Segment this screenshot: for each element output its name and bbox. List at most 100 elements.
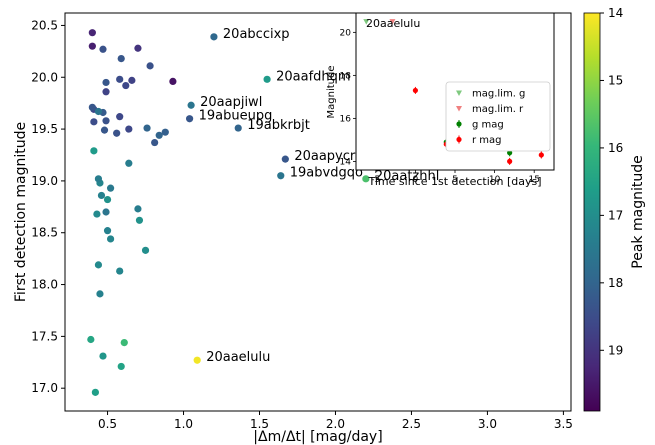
point-annotation: 19abvdgqo	[290, 166, 363, 181]
x-tick-label: 2.5	[402, 417, 421, 431]
scatter-point	[99, 352, 107, 360]
scatter-point	[210, 33, 218, 41]
scatter-point	[102, 78, 110, 87]
colorbar-ticks: 14 15 16 17 18 19	[600, 6, 623, 357]
scatter-point	[151, 138, 159, 147]
scatter-point	[135, 216, 144, 224]
scatter-point	[116, 267, 124, 275]
inset-limit-point	[389, 19, 396, 25]
scatter-point	[120, 338, 128, 347]
main-scatter-points	[87, 29, 552, 396]
inset-x-axis-label: Time since 1st detection [days]	[367, 175, 541, 188]
colorbar-tick-label: 19	[608, 343, 623, 357]
legend-label: r mag	[472, 135, 502, 146]
scatter-point	[102, 208, 110, 216]
x-tick-label: 0.5	[98, 417, 117, 431]
scatter-point	[134, 44, 142, 52]
scatter-point	[102, 88, 110, 96]
inset-x-tick-label: 15	[528, 175, 539, 185]
inset-title: 20aaelulu	[366, 17, 420, 30]
inset-mag-point	[507, 158, 513, 164]
scatter-point	[113, 129, 121, 137]
scatter-point	[117, 55, 125, 63]
scatter-point	[106, 235, 115, 243]
legend-marker	[456, 136, 462, 143]
scatter-point	[141, 246, 150, 254]
main-x-ticks: 0.5 1.0 1.5 2.0 2.5 3.0 3.5	[98, 411, 573, 431]
scatter-point	[146, 62, 154, 70]
scatter-point	[90, 147, 98, 155]
scatter-point	[122, 81, 130, 90]
scatter-point	[234, 124, 242, 132]
scatter-point	[169, 77, 177, 86]
legend-label: g mag	[472, 120, 504, 131]
point-annotation: 19abueupg	[199, 109, 273, 124]
main-y-axis-label: First detection magnitude	[13, 122, 29, 302]
x-tick-label: 1.5	[250, 417, 269, 431]
inset-x-tick-label: -5	[371, 175, 380, 185]
inset-y-axis-label: Magnitude	[326, 66, 337, 119]
scatter-point	[90, 118, 98, 126]
inset-limit-point	[363, 19, 370, 25]
point-annotation: 19abkrbjt	[247, 118, 310, 133]
x-tick-label: 1.0	[174, 417, 193, 431]
colorbar-tick-label: 14	[608, 6, 623, 20]
scatter-point	[88, 103, 96, 111]
scatter-point	[116, 113, 124, 121]
scatter-point	[117, 362, 125, 371]
scatter-point	[87, 335, 95, 344]
inset-mag-point	[507, 150, 513, 156]
scatter-point	[103, 195, 112, 204]
scatter-point	[94, 107, 103, 116]
inset-y-tick-label: 18	[340, 71, 352, 81]
scatter-point	[93, 210, 101, 218]
inset-x-tick-label: 5	[452, 175, 458, 185]
scatter-point	[263, 75, 271, 83]
scatter-point	[128, 76, 136, 84]
inset-mag-point	[412, 87, 418, 94]
y-tick-label: 18.5	[31, 226, 58, 240]
scatter-point	[103, 227, 112, 235]
y-tick-label: 17.5	[31, 329, 58, 343]
scatter-point	[97, 191, 106, 200]
point-annotation: 20aafdhqm	[276, 69, 350, 84]
scatter-point	[102, 117, 110, 125]
legend-marker	[456, 121, 462, 127]
scatter-point	[88, 29, 96, 37]
inset-y-tick-label: 16	[340, 114, 352, 124]
inset-y-tick-label: 14	[340, 157, 352, 167]
scatter-point	[281, 155, 289, 163]
y-tick-label: 19.5	[31, 122, 58, 136]
scatter-point	[362, 175, 370, 183]
colorbar-tick-label: 16	[608, 141, 623, 155]
y-tick-label: 19.0	[31, 174, 58, 188]
inset-plot: -5 0 5 10 15 14 16 18 20 20aaelulu Time since 1…	[326, 12, 555, 188]
scatter-point	[125, 159, 133, 167]
colorbar-tick-label: 15	[608, 73, 623, 87]
inset-legend-box	[445, 81, 551, 152]
colorbar-label: Peak magnitude	[630, 155, 646, 268]
point-annotation: 20aaelulu	[206, 350, 270, 365]
scatter-point	[96, 290, 104, 298]
x-tick-label: 3.5	[554, 417, 573, 431]
scatter-point	[187, 101, 195, 109]
colorbar: 14 15 16 17 18 19 Peak magnitude	[583, 6, 646, 412]
y-tick-label: 17.0	[31, 381, 58, 395]
scatter-point	[161, 128, 169, 136]
legend-label: mag.lim. r	[472, 104, 524, 115]
x-tick-label: 3.0	[478, 417, 497, 431]
scatter-point	[193, 356, 201, 364]
point-annotation: 20abccixp	[223, 27, 290, 42]
inset-x-tick-label: 10	[489, 175, 501, 185]
scatter-point	[94, 175, 103, 183]
legend-marker	[456, 90, 462, 96]
inset-legend: mag.lim. g mag.lim. r g mag r mag	[445, 81, 551, 152]
point-annotation: 20aapycrh	[294, 149, 363, 164]
scatter-point	[94, 261, 103, 269]
scatter-point	[186, 115, 194, 123]
scatter-point	[99, 45, 107, 53]
inset-mag-point	[538, 152, 544, 158]
point-annotation: 20aapjiwl	[200, 95, 262, 110]
main-x-axis-label: |Δm/Δt| [mag/day]	[253, 429, 382, 445]
